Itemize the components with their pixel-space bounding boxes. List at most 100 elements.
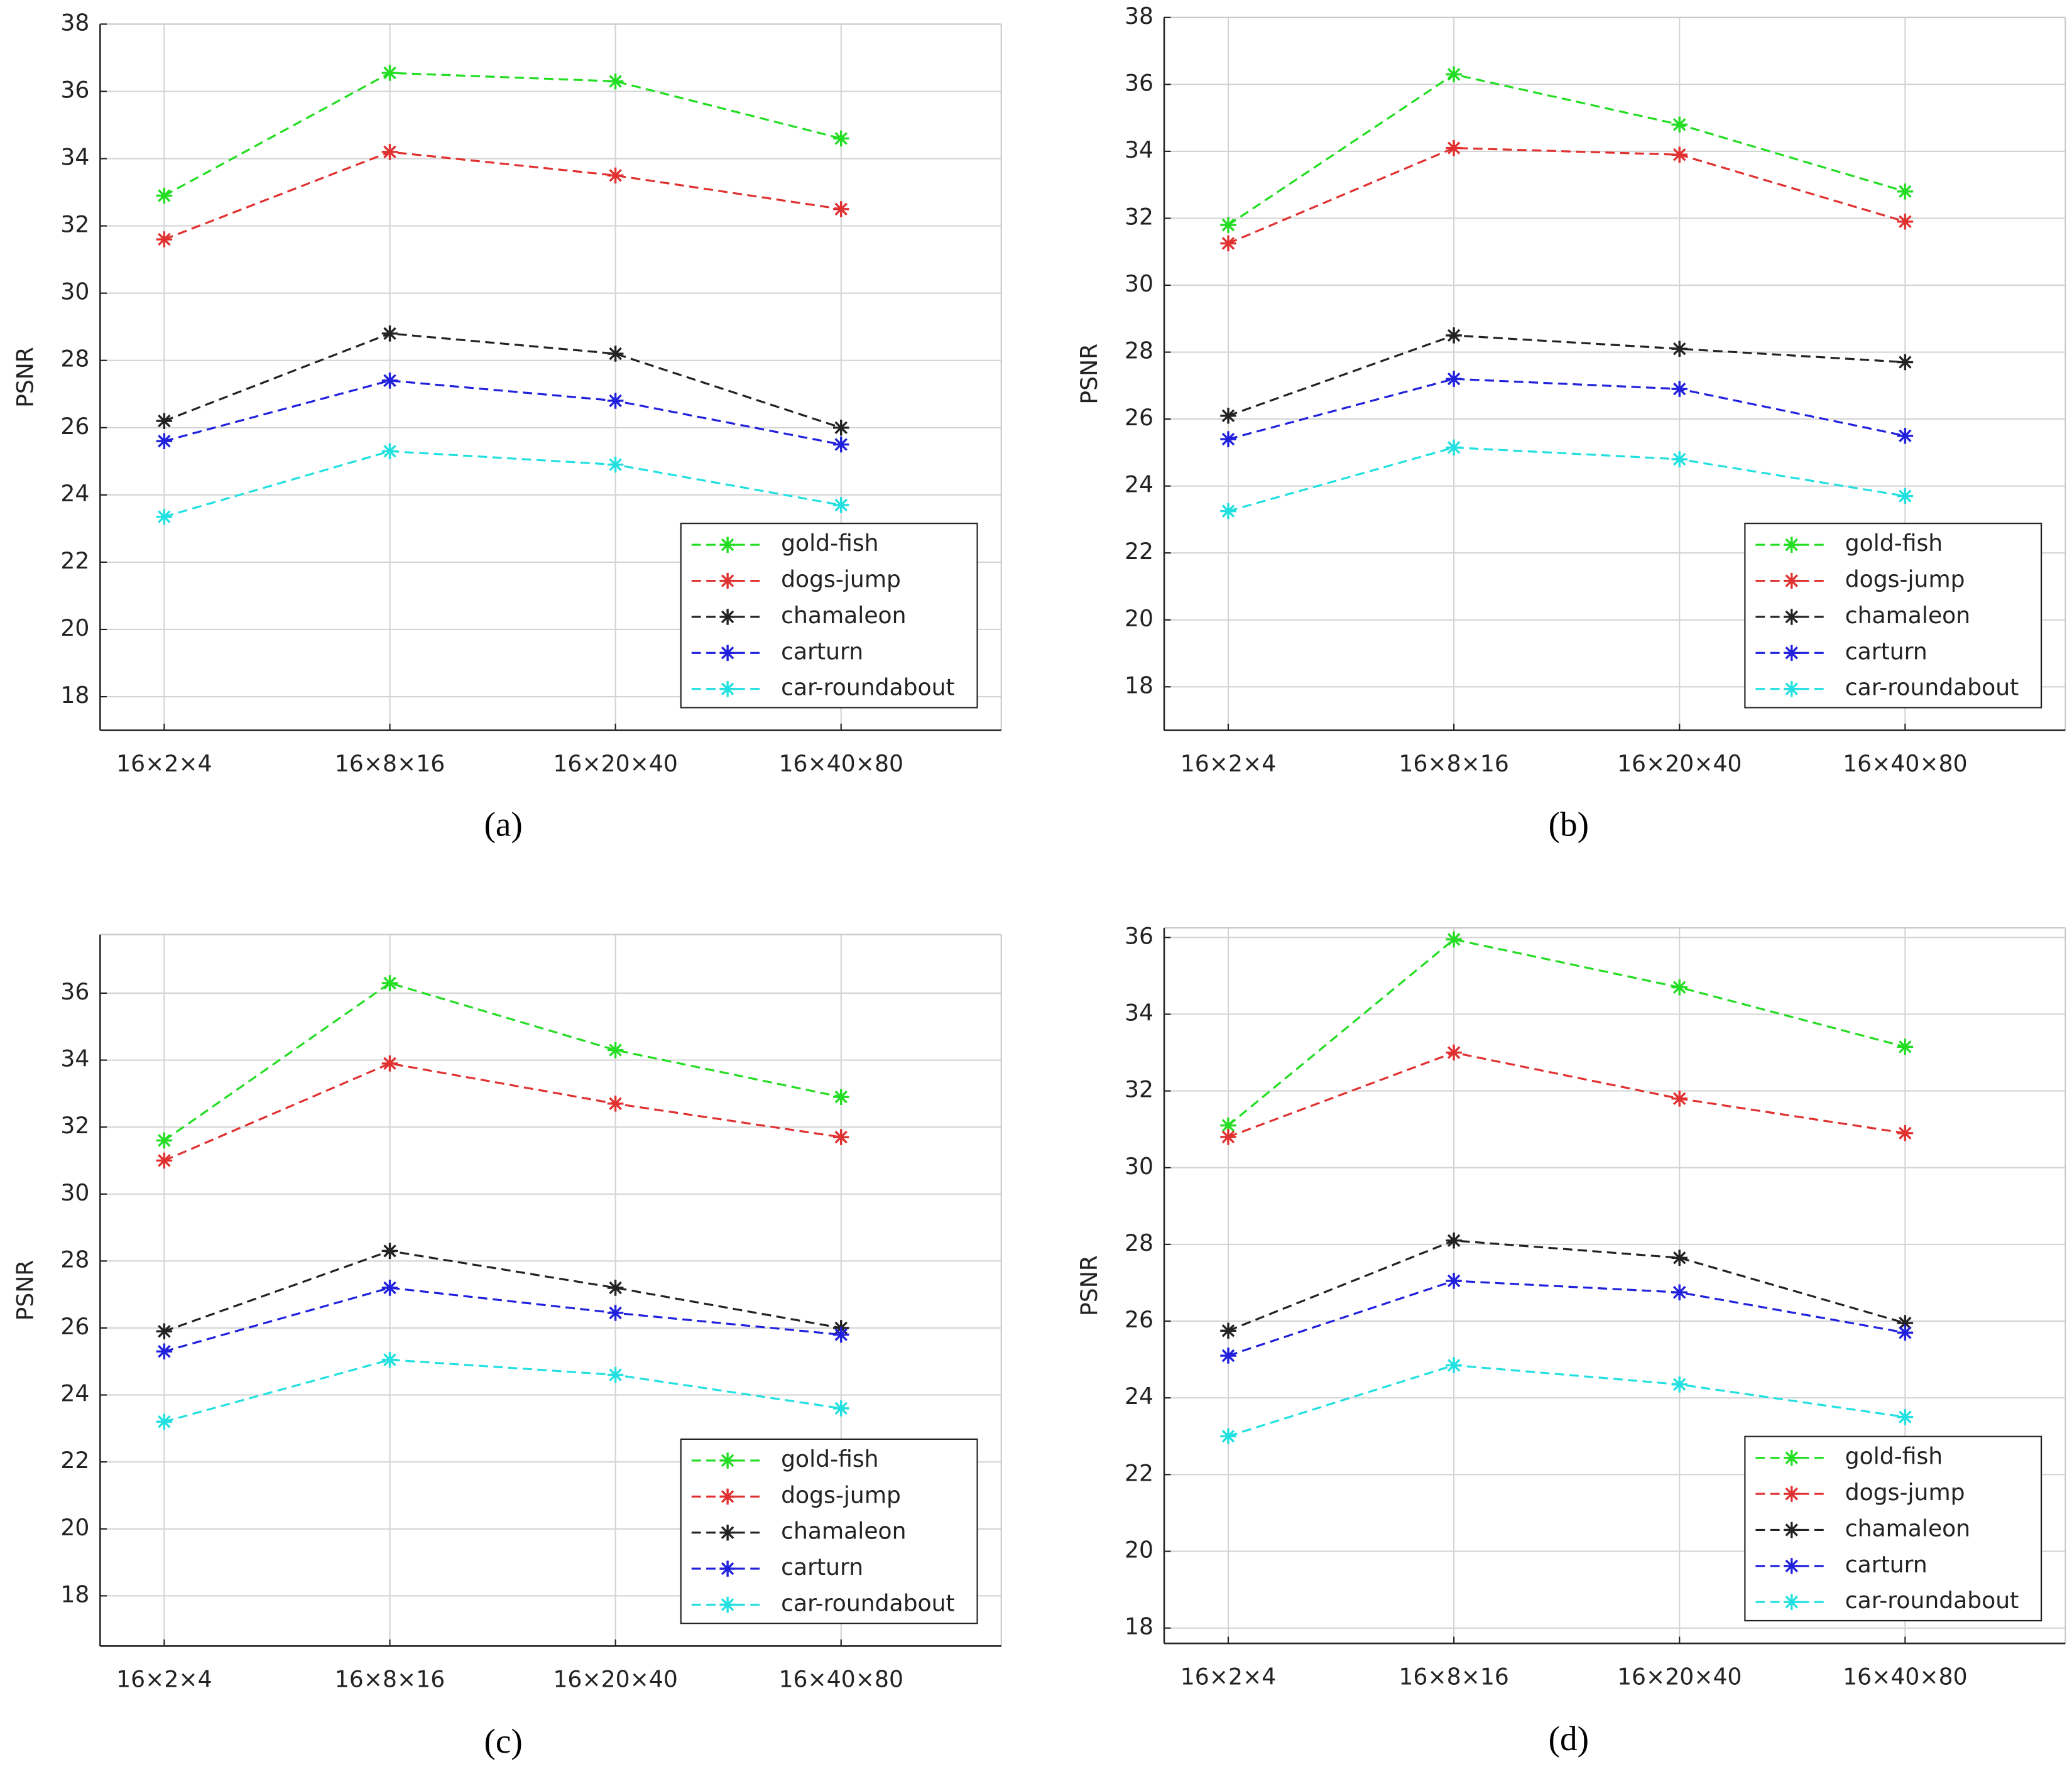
- marker: [381, 1243, 398, 1260]
- y-tick-label: 18: [1125, 1613, 1153, 1640]
- y-tick-label: 20: [1125, 1536, 1153, 1563]
- x-tick-label: 16×2×4: [116, 750, 212, 777]
- marker: [1446, 371, 1462, 387]
- marker: [1220, 503, 1236, 520]
- marker: [381, 443, 398, 460]
- y-tick-label: 32: [60, 1112, 89, 1139]
- legend-label: chamaleon: [1845, 1515, 1970, 1542]
- legend-label: car-roundabout: [1845, 1587, 2019, 1614]
- series-line: [1228, 146, 1906, 244]
- y-tick-label: 26: [60, 1313, 89, 1340]
- marker: [833, 497, 849, 513]
- y-tick-label: 26: [60, 413, 89, 440]
- legend-label: carturn: [781, 638, 863, 665]
- legend-marker: [719, 572, 736, 589]
- marker: [1220, 408, 1236, 424]
- x-tick-label: 16×20×40: [553, 750, 677, 777]
- marker: [1897, 1315, 1914, 1331]
- y-tick-label: 34: [1125, 136, 1153, 163]
- marker: [1446, 1357, 1462, 1374]
- x-tick-label: 16×2×4: [1180, 750, 1276, 777]
- chart-panel: 18 20 22 24 26 28 30 32 34 36 16×2×4 16×8×16 16×20×4…: [11, 933, 1002, 1760]
- y-tick-label: 22: [1125, 1459, 1153, 1486]
- legend-label: chamaleon: [1845, 602, 1970, 629]
- x-tick-label: 16×20×40: [553, 1666, 677, 1693]
- legend-label: car-roundabout: [781, 1589, 955, 1616]
- x-tick-label: 16×20×40: [1617, 1663, 1742, 1690]
- marker: [1671, 146, 1688, 163]
- marker: [1897, 427, 1914, 444]
- y-tick-label: 18: [1125, 672, 1153, 699]
- series-line: [163, 1062, 841, 1162]
- marker: [1671, 116, 1688, 133]
- marker: [1446, 66, 1462, 83]
- y-tick-label: 36: [1125, 69, 1153, 96]
- marker: [156, 433, 173, 449]
- legend-marker: [719, 536, 736, 553]
- y-tick-label: 38: [60, 9, 89, 36]
- y-tick-label: 34: [60, 144, 89, 171]
- legend-marker: [719, 1560, 736, 1577]
- legend-marker: [1784, 1486, 1800, 1502]
- x-tick-label: 16×40×80: [1843, 1663, 1967, 1690]
- series-line: [163, 450, 842, 518]
- x-tick-label: 16×2×4: [116, 1666, 212, 1693]
- y-tick-label: 26: [1125, 1306, 1153, 1333]
- y-tick-label: 28: [1125, 1229, 1153, 1256]
- legend-label: gold-fish: [1845, 530, 1943, 557]
- marker: [607, 1366, 624, 1383]
- marker: [1671, 979, 1688, 996]
- y-tick-label: 20: [60, 1514, 89, 1541]
- marker: [1220, 217, 1236, 233]
- marker: [156, 413, 173, 429]
- marker: [1220, 235, 1236, 252]
- y-axis-label: PSNR: [1076, 344, 1103, 405]
- series-line: [163, 332, 842, 429]
- marker: [833, 1400, 849, 1417]
- y-tick-label: 36: [60, 978, 89, 1005]
- legend-label: carturn: [1845, 638, 1928, 665]
- marker: [1897, 1324, 1914, 1341]
- legend-marker: [1784, 680, 1800, 697]
- series-line: [163, 151, 841, 241]
- series-line: [163, 72, 842, 197]
- marker: [1897, 214, 1914, 230]
- panel-label: (c): [484, 1722, 522, 1760]
- legend-label: gold-fish: [781, 1445, 878, 1472]
- legend-label: dogs-jump: [781, 1481, 901, 1508]
- x-tick-label: 16×2×4: [1180, 1663, 1276, 1690]
- legend-marker: [1784, 1449, 1800, 1466]
- chart-panel: 18 20 22 24 26 28 30 32 34 36 16×2×4 16×8×16 16×20×4…: [1076, 922, 2066, 1758]
- marker: [1897, 487, 1914, 504]
- series-line: [1228, 1239, 1906, 1332]
- series-line: [163, 379, 842, 446]
- legend-label: carturn: [781, 1554, 863, 1581]
- y-tick-label: 30: [1125, 1153, 1153, 1180]
- x-tick-label: 16×40×80: [1843, 750, 1967, 777]
- series-line: [1228, 446, 1906, 513]
- legend-label: car-roundabout: [1845, 674, 2019, 701]
- marker: [607, 393, 624, 409]
- marker: [607, 1042, 624, 1059]
- series-line: [163, 1249, 842, 1332]
- y-tick-label: 22: [60, 1447, 89, 1474]
- panel-label: (b): [1549, 805, 1589, 843]
- series-line: [1228, 73, 1906, 226]
- y-tick-label: 22: [1125, 538, 1153, 565]
- series-line: [163, 982, 842, 1141]
- y-tick-label: 30: [1125, 270, 1153, 297]
- y-tick-label: 24: [1125, 1383, 1153, 1410]
- x-tick-label: 16×8×16: [1399, 1663, 1508, 1690]
- marker: [1446, 1044, 1462, 1061]
- y-tick-label: 30: [60, 1179, 89, 1206]
- chart-panel: 18 20 22 24 26 28 30 32 34 36 38 16×2×4 16×8×16 16×20…: [11, 9, 1002, 843]
- chart-panel: 18 20 22 24 26 28 30 32 34 36 38 16×2×4 16×8×16 16×20…: [1076, 3, 2066, 843]
- series-line: [163, 1358, 841, 1423]
- legend-marker: [719, 645, 736, 661]
- panel-label: (d): [1549, 1719, 1589, 1758]
- marker: [381, 325, 398, 342]
- y-axis-label: PSNR: [11, 347, 38, 408]
- marker: [1446, 139, 1462, 156]
